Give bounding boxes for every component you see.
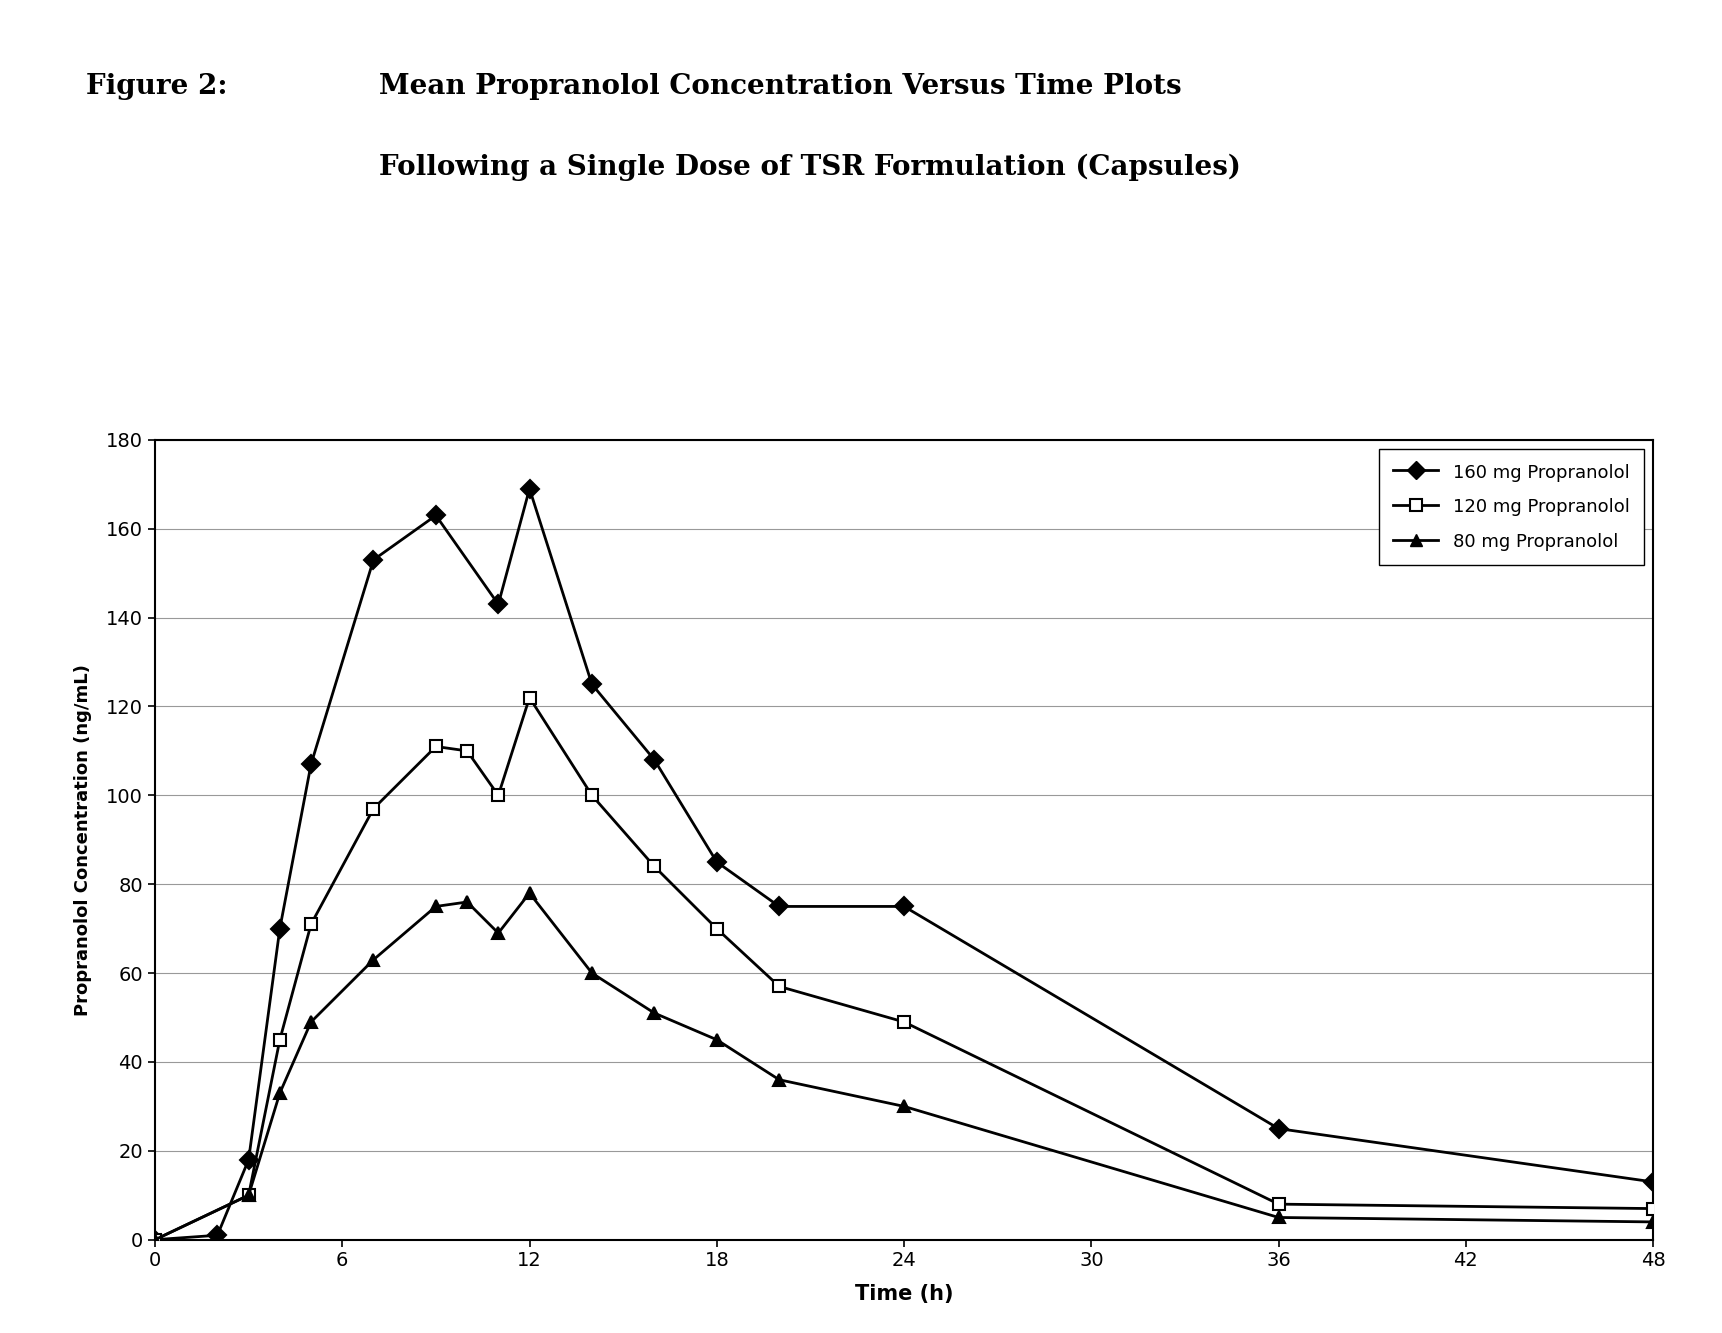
Text: Mean Propranolol Concentration Versus Time Plots: Mean Propranolol Concentration Versus Ti… bbox=[379, 73, 1181, 100]
120 mg Propranolol bbox=[582, 788, 603, 804]
160 mg Propranolol bbox=[207, 1228, 227, 1244]
X-axis label: Time (h): Time (h) bbox=[854, 1285, 954, 1305]
160 mg Propranolol bbox=[706, 854, 727, 870]
Line: 80 mg Propranolol: 80 mg Propranolol bbox=[148, 886, 1660, 1246]
80 mg Propranolol bbox=[1643, 1214, 1663, 1230]
120 mg Propranolol bbox=[487, 788, 508, 804]
80 mg Propranolol bbox=[487, 925, 508, 941]
80 mg Propranolol bbox=[238, 1188, 258, 1204]
80 mg Propranolol bbox=[768, 1072, 789, 1088]
120 mg Propranolol bbox=[301, 916, 322, 932]
80 mg Propranolol bbox=[520, 885, 541, 901]
120 mg Propranolol bbox=[1267, 1196, 1288, 1212]
120 mg Propranolol bbox=[768, 978, 789, 994]
160 mg Propranolol bbox=[520, 481, 541, 497]
80 mg Propranolol bbox=[644, 1005, 665, 1021]
120 mg Propranolol bbox=[894, 1014, 914, 1030]
160 mg Propranolol bbox=[582, 676, 603, 692]
120 mg Propranolol bbox=[145, 1232, 165, 1248]
160 mg Propranolol bbox=[238, 1152, 258, 1168]
160 mg Propranolol bbox=[363, 552, 384, 568]
80 mg Propranolol bbox=[706, 1032, 727, 1048]
160 mg Propranolol bbox=[1643, 1174, 1663, 1190]
80 mg Propranolol bbox=[894, 1098, 914, 1114]
80 mg Propranolol bbox=[363, 952, 384, 968]
80 mg Propranolol bbox=[301, 1014, 322, 1030]
160 mg Propranolol bbox=[1267, 1121, 1288, 1137]
Text: Following a Single Dose of TSR Formulation (Capsules): Following a Single Dose of TSR Formulati… bbox=[379, 153, 1242, 181]
Legend: 160 mg Propranolol, 120 mg Propranolol, 80 mg Propranolol: 160 mg Propranolol, 120 mg Propranolol, … bbox=[1379, 449, 1645, 565]
80 mg Propranolol bbox=[425, 898, 446, 914]
120 mg Propranolol bbox=[363, 801, 384, 817]
120 mg Propranolol bbox=[238, 1188, 258, 1204]
Text: Figure 2:: Figure 2: bbox=[86, 73, 227, 100]
160 mg Propranolol bbox=[644, 752, 665, 768]
120 mg Propranolol bbox=[269, 1032, 289, 1048]
160 mg Propranolol bbox=[894, 898, 914, 914]
160 mg Propranolol bbox=[425, 508, 446, 524]
120 mg Propranolol bbox=[706, 921, 727, 937]
80 mg Propranolol bbox=[269, 1085, 289, 1101]
160 mg Propranolol bbox=[768, 898, 789, 914]
80 mg Propranolol bbox=[456, 894, 477, 910]
160 mg Propranolol bbox=[145, 1232, 165, 1248]
160 mg Propranolol bbox=[301, 756, 322, 772]
Line: 160 mg Propranolol: 160 mg Propranolol bbox=[148, 483, 1660, 1246]
160 mg Propranolol bbox=[269, 921, 289, 937]
120 mg Propranolol bbox=[520, 689, 541, 705]
120 mg Propranolol bbox=[456, 742, 477, 758]
80 mg Propranolol bbox=[145, 1232, 165, 1248]
Y-axis label: Propranolol Concentration (ng/mL): Propranolol Concentration (ng/mL) bbox=[74, 664, 93, 1016]
Line: 120 mg Propranolol: 120 mg Propranolol bbox=[148, 692, 1660, 1246]
80 mg Propranolol bbox=[1267, 1209, 1288, 1225]
120 mg Propranolol bbox=[425, 738, 446, 754]
80 mg Propranolol bbox=[582, 965, 603, 981]
120 mg Propranolol bbox=[1643, 1201, 1663, 1217]
120 mg Propranolol bbox=[644, 858, 665, 874]
160 mg Propranolol bbox=[487, 596, 508, 612]
